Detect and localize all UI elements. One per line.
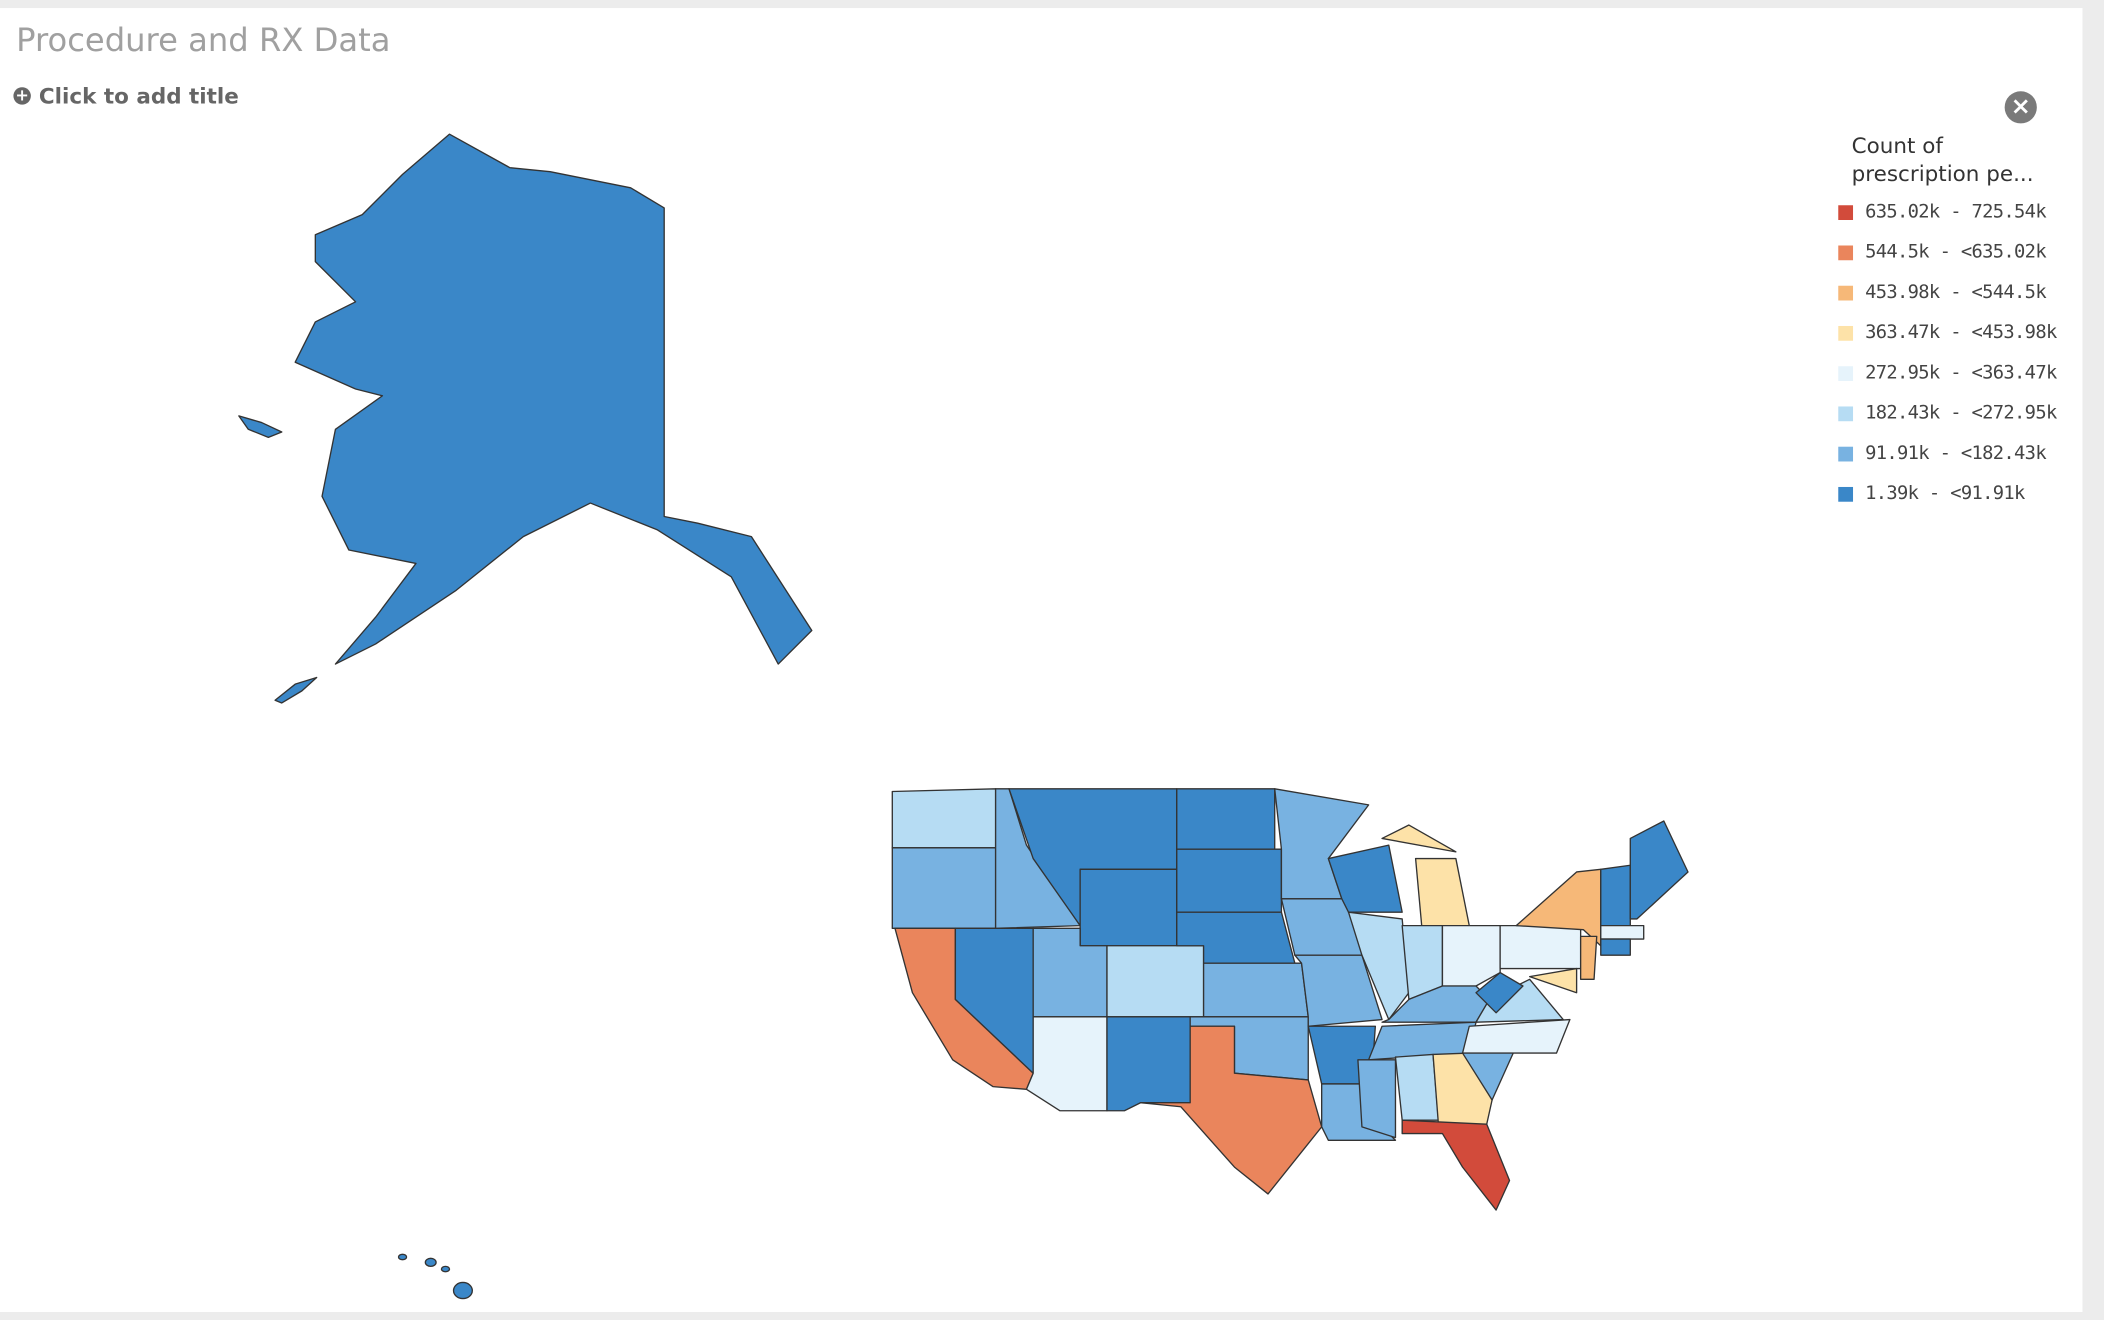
state-region[interactable] — [1600, 924, 1645, 940]
state-region[interactable] — [397, 1253, 408, 1261]
plus-icon: + — [13, 85, 31, 105]
add-title-text[interactable]: Click to add title — [38, 83, 239, 109]
state-region[interactable] — [1528, 967, 1578, 994]
legend-swatch — [1838, 365, 1854, 381]
legend-label: 182.43k - <272.95k — [1865, 402, 2057, 424]
state-region[interactable] — [1600, 864, 1631, 927]
legend-swatch — [1838, 325, 1854, 341]
state-region[interactable] — [424, 1257, 437, 1268]
state-region[interactable] — [274, 676, 318, 704]
legend-item[interactable]: 544.5k - <635.02k — [1838, 241, 2047, 263]
legend-item[interactable]: 91.91k - <182.43k — [1838, 442, 2047, 465]
legend-title: Count of prescription pe... — [1851, 132, 2034, 187]
state-region[interactable] — [1401, 1119, 1511, 1211]
sheet-title: Procedure and RX Data — [16, 21, 391, 60]
legend-swatch — [1838, 285, 1854, 300]
state-region[interactable] — [440, 1265, 451, 1273]
legend-item[interactable]: 1.39k - <91.91k — [1838, 482, 2025, 505]
legend-label: 272.95k - <363.47k — [1865, 362, 2057, 384]
state-region[interactable] — [1475, 971, 1524, 1014]
legend-label: 635.02k - 725.54k — [1865, 201, 2047, 223]
state-region[interactable] — [1600, 938, 1631, 956]
state-region[interactable] — [1381, 824, 1457, 853]
close-legend-button[interactable]: × — [2004, 91, 2037, 124]
legend-swatch — [1838, 405, 1854, 421]
state-region[interactable] — [1079, 868, 1178, 947]
state-region[interactable] — [1414, 857, 1470, 934]
state-region[interactable] — [1176, 848, 1283, 913]
state-region[interactable] — [1327, 844, 1403, 913]
state-region[interactable] — [452, 1281, 473, 1300]
state-region[interactable] — [1025, 1016, 1108, 1112]
state-region[interactable] — [1176, 788, 1276, 850]
state-region[interactable] — [1106, 1016, 1191, 1112]
state-region[interactable] — [1202, 962, 1309, 1018]
legend-label: 1.39k - <91.91k — [1865, 482, 2025, 505]
legend-item[interactable]: 272.95k - <363.47k — [1838, 362, 2057, 384]
state-region[interactable] — [1461, 1018, 1571, 1054]
state-region[interactable] — [1106, 945, 1205, 1018]
legend-swatch — [1838, 244, 1854, 260]
state-region[interactable] — [1579, 935, 1598, 980]
state-region[interactable] — [891, 847, 997, 929]
state-region[interactable] — [1394, 1053, 1440, 1121]
state-region[interactable] — [294, 133, 813, 665]
legend-swatch — [1838, 446, 1854, 461]
legend-item[interactable]: 453.98k - <544.5k — [1838, 281, 2047, 304]
state-region[interactable] — [238, 415, 283, 438]
state-region[interactable] — [1441, 924, 1501, 987]
state-region[interactable] — [1357, 1059, 1397, 1139]
legend-item[interactable]: 363.47k - <453.98k — [1838, 321, 2057, 344]
state-region[interactable] — [1499, 924, 1582, 970]
legend-label: 363.47k - <453.98k — [1865, 321, 2057, 344]
state-region[interactable] — [1139, 1025, 1323, 1195]
legend-label: 453.98k - <544.5k — [1865, 281, 2047, 304]
state-region[interactable] — [1629, 820, 1689, 920]
state-region[interactable] — [1347, 911, 1410, 1021]
legend-label: 544.5k - <635.02k — [1865, 241, 2047, 263]
legend-label: 91.91k - <182.43k — [1865, 442, 2047, 465]
legend-item[interactable]: 182.43k - <272.95k — [1838, 402, 2057, 424]
state-region[interactable] — [891, 788, 997, 849]
add-title-button[interactable]: + Click to add title — [13, 83, 239, 109]
legend-swatch — [1838, 486, 1854, 502]
legend-item[interactable]: 635.02k - 725.54k — [1838, 201, 2047, 223]
legend-swatch — [1838, 204, 1854, 220]
